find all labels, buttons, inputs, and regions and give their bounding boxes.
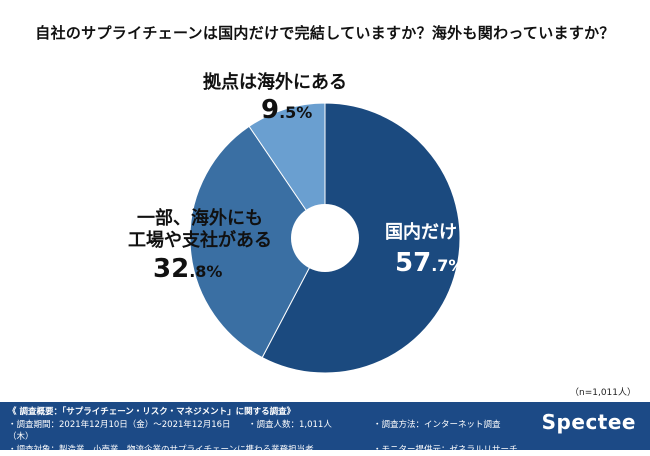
- footer-period: ・調査期間：2021年12月10日（金）〜2021年12月16日（木）: [8, 419, 248, 444]
- label-domestic: 国内だけ: [385, 222, 457, 244]
- pct-partial: 32.8%: [153, 254, 222, 284]
- pct-domestic: 57.7%: [395, 248, 464, 278]
- label-partial-line1: 一部、海外にも: [115, 208, 285, 230]
- pct-partial-int: 32: [153, 254, 189, 284]
- pct-partial-dec: .8%: [189, 262, 222, 281]
- label-partial: 一部、海外にも 工場や支社がある: [115, 208, 285, 252]
- sample-size: （n=1,011人）: [570, 385, 636, 398]
- pct-overseas-dec: .5%: [279, 103, 312, 122]
- pie-chart: [0, 0, 650, 400]
- footer-title: 《 調査概要：「サプライチェーン・リスク・マネジメント」に関する調査》: [8, 406, 548, 419]
- spectee-logo: Spectee: [542, 416, 636, 429]
- pct-domestic-int: 57: [395, 248, 431, 278]
- label-overseas: 拠点は海外にある: [203, 72, 347, 94]
- pct-domestic-dec: .7%: [431, 256, 464, 275]
- label-partial-line2: 工場や支社がある: [115, 230, 285, 252]
- pct-overseas-int: 9: [261, 95, 279, 125]
- donut-hole: [291, 204, 359, 272]
- footer-count: ・調査人数：1,011人: [248, 419, 373, 444]
- pct-overseas: 9.5%: [261, 95, 312, 125]
- survey-footer: 《 調査概要：「サプライチェーン・リスク・マネジメント」に関する調査》 ・調査期…: [0, 402, 650, 450]
- footer-method: ・調査方法：インターネット調査: [373, 419, 548, 444]
